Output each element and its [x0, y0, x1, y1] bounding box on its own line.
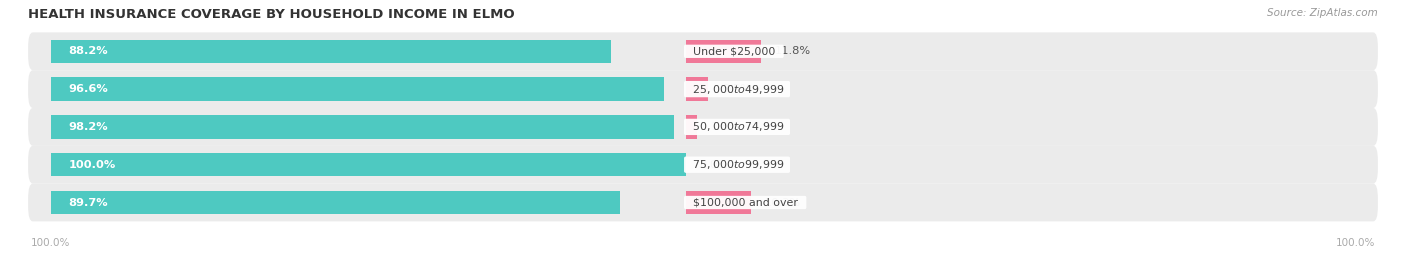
- Bar: [51, 40, 610, 63]
- FancyBboxPatch shape: [28, 146, 1378, 184]
- Text: 100.0%: 100.0%: [69, 160, 115, 170]
- Bar: [51, 115, 675, 139]
- Text: 10.3%: 10.3%: [765, 197, 801, 208]
- Bar: [686, 115, 697, 139]
- Text: 89.7%: 89.7%: [69, 197, 108, 208]
- Text: $50,000 to $74,999: $50,000 to $74,999: [686, 120, 789, 133]
- Text: Source: ZipAtlas.com: Source: ZipAtlas.com: [1267, 8, 1378, 18]
- FancyBboxPatch shape: [28, 32, 1378, 70]
- Text: 100.0%: 100.0%: [1336, 238, 1375, 248]
- Bar: [686, 40, 761, 63]
- Bar: [51, 153, 686, 176]
- Text: 96.6%: 96.6%: [69, 84, 108, 94]
- Text: 3.5%: 3.5%: [721, 84, 751, 94]
- Text: HEALTH INSURANCE COVERAGE BY HOUSEHOLD INCOME IN ELMO: HEALTH INSURANCE COVERAGE BY HOUSEHOLD I…: [28, 8, 515, 21]
- FancyBboxPatch shape: [28, 108, 1378, 146]
- Bar: [51, 191, 620, 214]
- Text: 1.8%: 1.8%: [711, 122, 740, 132]
- Text: $75,000 to $99,999: $75,000 to $99,999: [686, 158, 789, 171]
- Bar: [686, 191, 751, 214]
- Text: $25,000 to $49,999: $25,000 to $49,999: [686, 83, 789, 96]
- FancyBboxPatch shape: [28, 70, 1378, 108]
- Text: 88.2%: 88.2%: [69, 46, 108, 56]
- Text: 0.0%: 0.0%: [700, 160, 728, 170]
- FancyBboxPatch shape: [28, 184, 1378, 221]
- Text: 98.2%: 98.2%: [69, 122, 108, 132]
- Text: $100,000 and over: $100,000 and over: [686, 197, 804, 208]
- Bar: [686, 77, 707, 101]
- Text: 11.8%: 11.8%: [775, 46, 810, 56]
- Text: Under $25,000: Under $25,000: [686, 46, 782, 56]
- Text: 100.0%: 100.0%: [31, 238, 70, 248]
- Bar: [51, 77, 664, 101]
